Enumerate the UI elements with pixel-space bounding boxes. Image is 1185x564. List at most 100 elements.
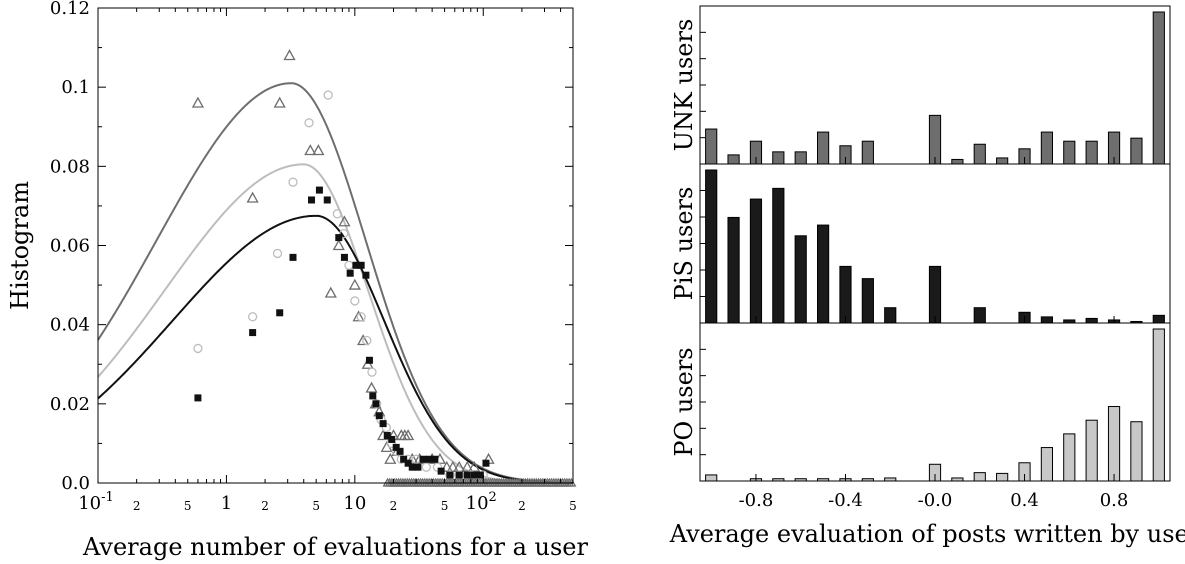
triangle-point [440,460,453,472]
x-tick-exponent: 2 [489,490,497,505]
square-point [323,196,331,204]
circle-point [193,343,203,354]
histogram-bar [817,224,830,324]
histogram-bar [772,187,785,324]
histogram-bar [727,216,740,324]
histogram-bar [817,478,830,482]
histogram-bar [1063,140,1076,165]
histogram-bar [794,151,807,165]
histogram-bar [1063,433,1076,482]
panel-label: UNK users [670,19,698,152]
histogram-bar [705,474,718,482]
triangle-point [246,191,259,203]
square-point [383,432,391,439]
triangle-point [461,460,474,472]
histogram-bar [839,265,852,324]
histogram-bar [772,151,785,165]
y-tick-label: 0.1 [61,77,90,98]
square-point [404,459,412,467]
square-point [446,471,454,479]
square-point [335,234,343,242]
y-tick-label: 0.12 [50,0,90,19]
histogram-bar [951,477,964,482]
x-tick-label: 0.8 [1100,490,1129,511]
circle-point [323,90,333,100]
triangle-point [352,310,365,322]
y-tick-label: 0.06 [50,236,90,257]
circle-point [350,296,360,306]
fit-curve-2 [97,214,574,484]
square-point [414,463,422,471]
histogram-bar [1040,131,1054,165]
histogram-bar [705,169,718,324]
square-point [419,455,427,463]
circle-point [421,462,431,472]
square-point [425,455,433,463]
x-minor-tick-label: 5 [441,499,449,513]
x-tick-label: 10-1 [78,490,114,514]
triangle-point [283,49,296,61]
square-point [357,261,365,269]
square-point [194,394,202,402]
triangle-point [384,452,397,464]
circle-point [247,312,258,322]
square-point [470,471,478,479]
triangle-point [304,144,317,156]
x-minor-tick-label: 5 [312,499,320,513]
circle-point [445,470,455,480]
square-point [308,196,316,204]
x-axis-label: Average number of evaluations for a user [82,533,588,561]
x-minor-tick-label: 2 [261,499,269,513]
histogram-bar [1085,419,1098,482]
triangle-point [273,96,286,108]
triangle-point [365,381,378,393]
histogram-bar [705,128,718,165]
histogram-bar [749,198,763,324]
x-tick-label: -0.4 [828,490,863,511]
histogram-bar [861,140,874,165]
square-point [362,271,370,279]
fit-curve-1 [97,163,573,484]
panel-label: PO users [670,347,698,456]
triangle-point [406,452,419,464]
square-point [408,463,416,471]
square-point [249,329,257,337]
triangle-point [324,286,337,298]
histogram-bar [1040,316,1054,324]
circle-point [304,118,314,128]
x-tick-base: 10 [78,493,101,514]
circle-point [339,228,349,239]
square-point [455,471,463,479]
histogram-bar [884,477,897,482]
histogram-bar [772,478,785,482]
histogram-bar [996,472,1009,482]
y-tick-label: 0.02 [50,394,90,415]
square-point [315,186,323,194]
y-tick-label: 0.04 [50,315,90,336]
square-point [375,412,383,420]
triangle-point [332,239,345,251]
x-minor-tick-label: 5 [569,499,577,513]
triangle-point [191,96,205,108]
panel-label: PiS users [670,187,698,301]
histogram-bar [861,478,874,482]
triangle-point [402,429,415,441]
square-point [437,467,445,475]
histogram-panel-0: UNK users [670,5,1171,165]
x-tick-label: 0.4 [1010,490,1039,511]
panel-frame [699,322,1171,482]
triangle-point [338,215,351,227]
histogram-bar [1152,328,1165,482]
histogram-bar [973,143,986,165]
x-tick-label: 102 [466,490,497,514]
circle-point [332,209,342,219]
histogram-bar [794,235,807,324]
square-point [346,269,354,277]
square-point [388,435,396,443]
triangle-point [468,460,481,472]
histogram-panel-2: PO users [670,322,1171,482]
histogram-panels: UNK users PiS users PO users -0.8 -0.4 -0.0 0.… [670,5,1171,511]
data-points [191,49,577,487]
histogram-bar [1107,406,1121,482]
